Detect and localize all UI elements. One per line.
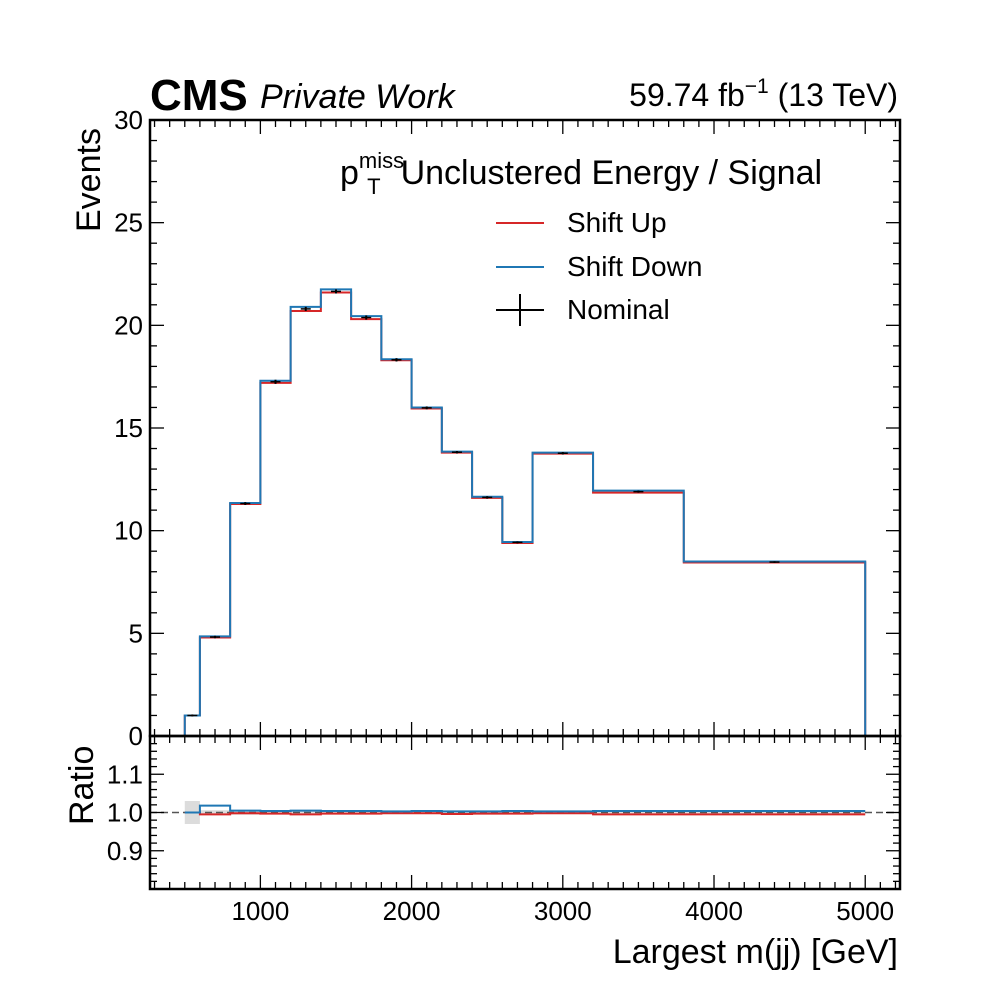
ratio-y-tick-label: 1.0 <box>107 798 143 828</box>
ratio-shift-down <box>184 804 866 814</box>
axis-tick-labels: 1000 2000 3000 4000 5000 0 5 10 15 20 25 30 0.9 1.0 1.… <box>107 105 894 926</box>
legend-label-nominal: Nominal <box>567 294 670 325</box>
ratio-shift-up <box>184 811 866 816</box>
ratio-uncertainty-band <box>320 810 352 815</box>
x-tick-label: 1000 <box>231 896 289 926</box>
axis-ticks <box>150 119 900 890</box>
experiment-label: CMS <box>150 71 248 120</box>
status-label: Private Work <box>260 78 457 116</box>
ratio-y-axis-label: Ratio <box>63 746 101 825</box>
legend: Shift Up Shift Down Nominal <box>496 207 702 326</box>
x-tick-label: 5000 <box>836 896 894 926</box>
shift-up-histogram <box>183 291 867 736</box>
main-y-tick-label: 0 <box>129 721 143 751</box>
ratio-uncertainty-band <box>683 810 866 815</box>
legend-label-shift-up: Shift Up <box>567 207 667 238</box>
main-y-tick-label: 5 <box>129 618 143 648</box>
ratio-uncertainty-band <box>199 810 231 815</box>
luminosity-label: 59.74 fb−1 (13 TeV) <box>629 75 898 113</box>
ratio-panel <box>150 801 900 824</box>
shift-down-histogram <box>183 288 867 736</box>
main-panel-frame <box>148 118 902 738</box>
legend-title: pmiss T Unclustered Energy / Signal <box>340 148 822 199</box>
ratio-panel-frame <box>148 734 902 891</box>
main-y-tick-label: 30 <box>114 105 143 135</box>
ratio-uncertainty-band <box>472 810 503 815</box>
main-y-tick-label: 20 <box>114 310 143 340</box>
main-y-axis-label: Events <box>70 128 108 232</box>
ratio-uncertainty-band <box>351 810 382 815</box>
x-tick-label: 4000 <box>685 896 743 926</box>
main-y-tick-label: 15 <box>114 413 143 443</box>
ratio-y-tick-label: 1.1 <box>107 759 143 789</box>
x-axis-label: Largest m(jj) [GeV] <box>613 933 898 971</box>
main-y-tick-label: 10 <box>114 516 143 546</box>
legend-label-shift-down: Shift Down <box>567 251 702 282</box>
panel-frames <box>148 118 902 891</box>
ratio-uncertainty-band <box>441 810 473 815</box>
x-tick-label: 3000 <box>534 896 592 926</box>
series-group <box>183 288 867 816</box>
ratio-y-tick-label: 0.9 <box>107 836 143 866</box>
main-y-tick-label: 25 <box>114 208 143 238</box>
x-tick-label: 2000 <box>383 896 441 926</box>
